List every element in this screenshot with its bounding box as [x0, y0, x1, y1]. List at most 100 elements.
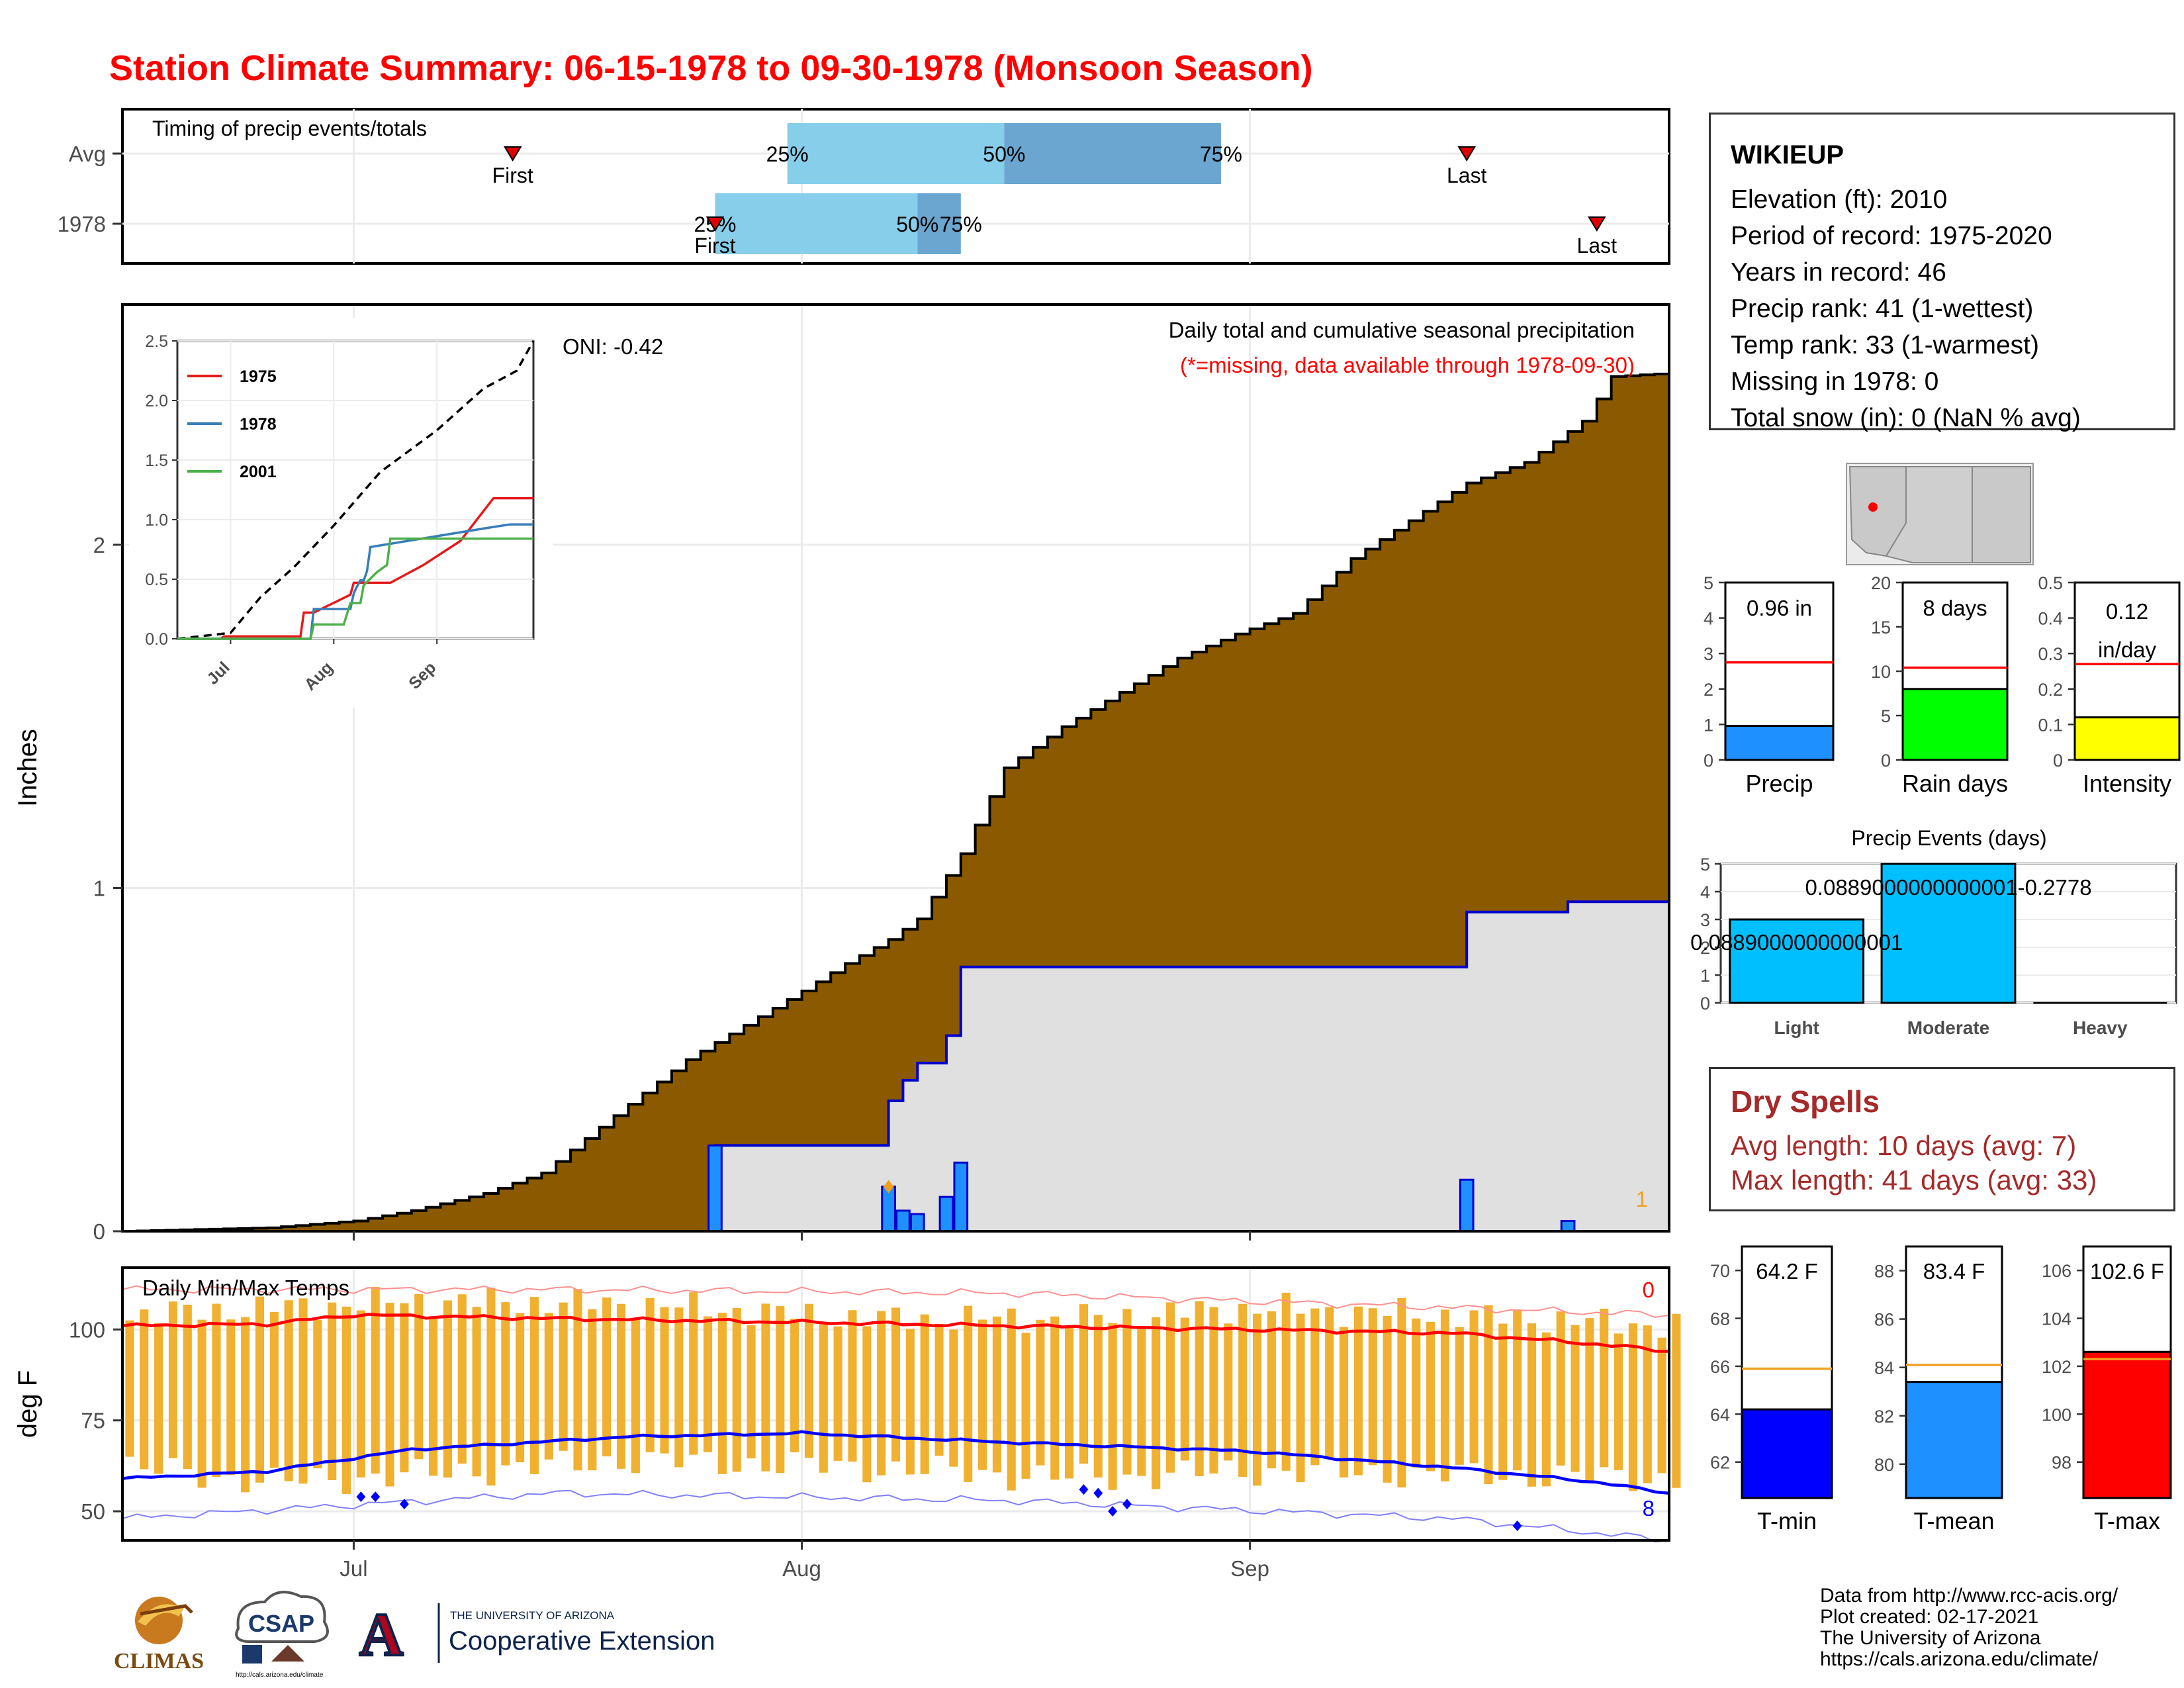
daily-temp-bar: [516, 1313, 525, 1463]
inset-legend-label: 2001: [240, 463, 277, 481]
daily-temp-bar: [1455, 1327, 1464, 1465]
daily-temp-bar: [1440, 1309, 1450, 1481]
temp-panel-label: Daily Min/Max Temps: [142, 1276, 349, 1300]
inset-y-tick-label: 1.5: [145, 451, 168, 470]
daily-temp-bar: [1065, 1327, 1074, 1479]
daily-temp-bar: [1195, 1301, 1204, 1476]
timing-p50-label: 50%: [983, 142, 1025, 166]
daily-temp-bar: [992, 1316, 1001, 1473]
daily-precip-bar: [953, 1161, 969, 1233]
precip-events-x-label: Heavy: [2073, 1017, 2128, 1038]
precip-events-x-label: Light: [1774, 1017, 1819, 1038]
dry-spells-box: Dry Spells Avg length: 10 days (avg: 7) …: [1709, 1067, 2175, 1211]
daily-temp-bar: [371, 1286, 380, 1474]
daily-temp-bar: [486, 1288, 496, 1486]
station-years: Years in record: 46: [1731, 258, 1946, 287]
daily-temp-bar: [1628, 1323, 1637, 1491]
climas-text: CLIMAS: [114, 1649, 204, 1673]
tmin-bar-value-label: 64.2 F: [1756, 1259, 1818, 1284]
daily-temp-bar: [1267, 1311, 1276, 1469]
daily-temp-bar: [573, 1289, 582, 1471]
daily-temp-bar: [1224, 1323, 1233, 1461]
daily-temp-bar: [819, 1324, 828, 1473]
daily-temp-bar: [140, 1309, 149, 1470]
inset-y-tick-label: 0.0: [145, 630, 168, 649]
precip-events-y-tick-label: 3: [1700, 910, 1710, 930]
intensity-bar-y-tick-label: 0.3: [2038, 644, 2063, 664]
daily-temp-bar: [1310, 1308, 1320, 1466]
inset-y-tick-label: 1.0: [145, 511, 168, 530]
daily-temp-bar: [197, 1319, 206, 1488]
intensity-bar-value-label: 0.12: [2106, 599, 2148, 624]
tmin-bar-x-label: T-min: [1757, 1507, 1817, 1534]
tmean-bar-y-tick-label: 80: [1874, 1455, 1894, 1475]
daily-precip-bar: [707, 1144, 723, 1233]
intensity-bar-y-tick-label: 0.1: [2038, 715, 2063, 735]
timing-last-label: Last: [1447, 164, 1487, 187]
daily-temp-bar: [226, 1319, 236, 1476]
tmax-bar-y-tick-label: 102: [2042, 1357, 2071, 1377]
daily-temp-bar: [414, 1294, 424, 1460]
daily-temp-bar: [964, 1305, 973, 1482]
oni-label: ONI: -0.42: [563, 334, 663, 359]
station-name: WIKIEUP: [1731, 140, 1844, 169]
daily-temp-bar: [848, 1310, 857, 1462]
daily-temp-bar: [588, 1309, 597, 1471]
temp-y-tick-label: 75: [81, 1409, 105, 1433]
daily-temp-bar: [298, 1298, 308, 1484]
precip-total-bar-y-tick-label: 2: [1704, 680, 1713, 700]
daily-temp-bar: [1238, 1303, 1248, 1477]
daily-temp-bar: [631, 1319, 640, 1474]
rain-days-bar-value-label: 8 days: [1923, 596, 1987, 620]
record-low-marker: [1122, 1499, 1132, 1510]
rain-days-bar-y-tick-label: 0: [1881, 751, 1891, 771]
daily-temp-bar: [1600, 1309, 1609, 1468]
daily-temp-bar: [1484, 1305, 1493, 1485]
cumulative-precip-panel: 0 1 2 Inches ONI: -0.42 Daily total and cumul…: [13, 303, 1670, 1244]
record-low-marker: [1093, 1487, 1103, 1499]
precip-events-y-tick-label: 4: [1700, 882, 1710, 902]
map-state-east: [1972, 466, 2031, 563]
credits-plot-created: Plot created: 02-17-2021: [1820, 1606, 2039, 1628]
record-min-line: [122, 1489, 1670, 1543]
avg-cumulative-line: [122, 373, 1670, 1233]
temp-x-tick-label: Sep: [1230, 1556, 1269, 1581]
inset-y-tick-label: 2.5: [145, 332, 168, 351]
page-title: Station Climate Summary: 06-15-1978 to 0…: [109, 48, 1313, 88]
daily-temp-bar: [761, 1303, 770, 1472]
temp-count-bottom: 8: [1643, 1496, 1655, 1521]
precip-events-y-tick-label: 0: [1700, 994, 1710, 1013]
daily-temp-bar: [400, 1303, 409, 1473]
daily-temp-bar: [241, 1317, 250, 1493]
daily-temp-bar: [1397, 1297, 1406, 1487]
precip-events-bar-moderate: [1880, 863, 2017, 1004]
main-missing-count: 1: [1636, 1187, 1648, 1211]
daily-temp-bar: [1340, 1327, 1349, 1477]
precip-total-bar-y-tick-label: 0: [1704, 751, 1713, 771]
daily-temp-bar: [1152, 1317, 1161, 1489]
daily-temp-bar: [341, 1306, 351, 1494]
precip-events-y-tick-label: 2: [1700, 938, 1710, 958]
daily-precip-bar: [938, 1196, 954, 1233]
daily-temp-bar: [717, 1313, 727, 1474]
precip-events-bar-light: [1729, 918, 1865, 1004]
csap-text: CSAP: [248, 1610, 314, 1637]
temp-y-tick-label: 50: [81, 1499, 105, 1524]
daily-temp-bar: [125, 1320, 134, 1457]
daily-precip-bar: [909, 1213, 925, 1233]
tmean-bar-x-label: T-mean: [1913, 1507, 1994, 1534]
record-low-marker: [1512, 1521, 1522, 1532]
temperature-bar-charts: 62 64 66 68 70 64.2 F T-min 80 82 84 86 88 83.4 F T-m…: [1710, 1245, 2172, 1534]
temp-y-tick-label: 100: [69, 1317, 105, 1342]
daily-temp-bar: [1556, 1311, 1565, 1466]
credits-university: The University of Arizona: [1820, 1627, 2041, 1649]
tmax-bar-x-label: T-max: [2094, 1507, 2160, 1534]
daily-temp-bar: [1469, 1310, 1479, 1464]
daily-temp-bar: [1108, 1323, 1117, 1490]
inset-series-line-1975: [177, 496, 533, 640]
daily-temp-bar: [1209, 1307, 1218, 1474]
daily-temp-bar: [284, 1300, 293, 1481]
timing-row-label: Avg: [69, 142, 106, 166]
daily-temp-bar: [877, 1311, 886, 1476]
